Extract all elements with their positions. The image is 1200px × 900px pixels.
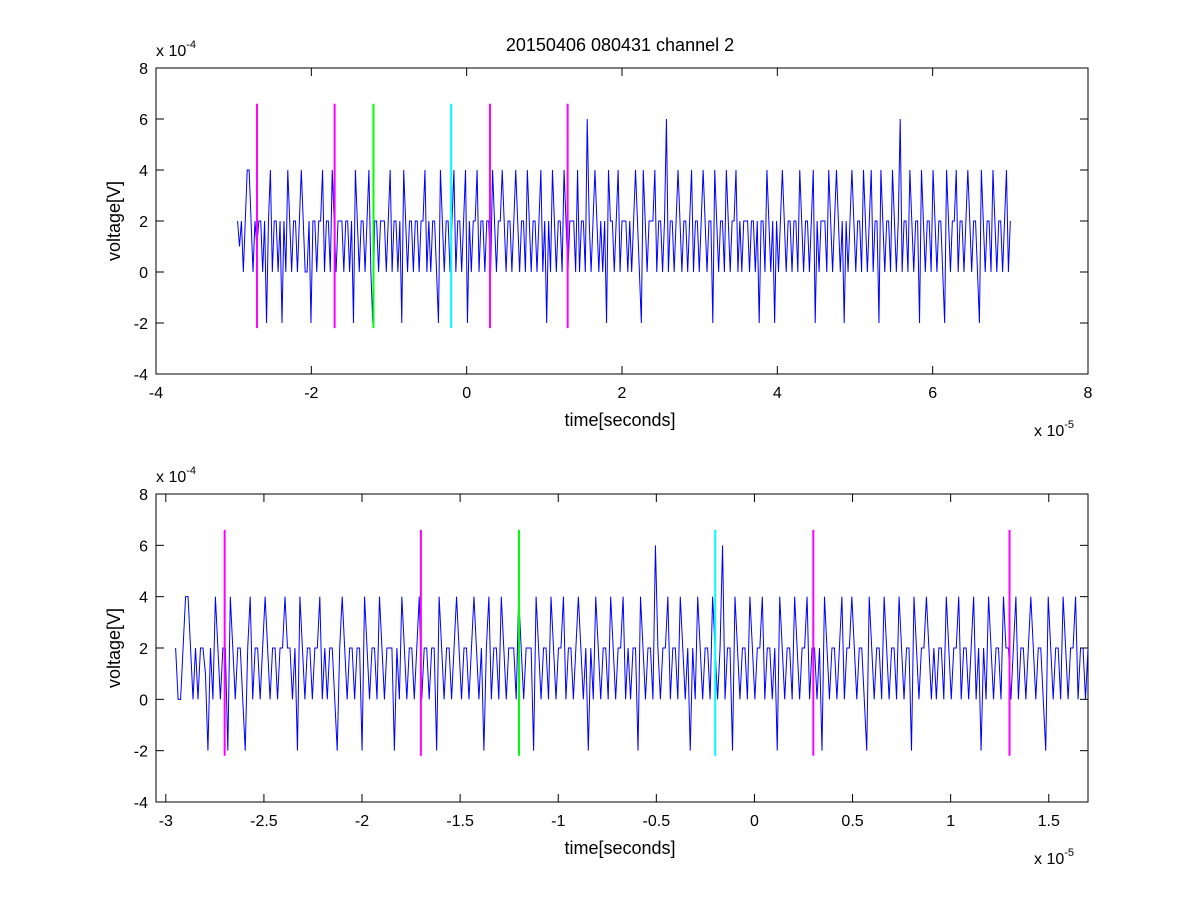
y-tick-label: -2 — [134, 744, 148, 761]
y-tick-label: 6 — [139, 538, 148, 555]
x-tick-label: -2.5 — [250, 813, 278, 830]
y-tick-label: 4 — [139, 163, 148, 180]
x-axis-label: time[seconds] — [564, 410, 675, 430]
bottom-plot: -3 -2.5 -2 -1.5 -1 -0.5 0 0.5 1 1.5 -4 -2 0 2 4 6 8 time[… — [104, 465, 1089, 868]
figure-title: 20150406 080431 channel 2 — [506, 35, 734, 55]
x-tick-label: -2 — [355, 813, 369, 830]
y-exponent-base: x 10 — [156, 469, 186, 486]
y-exponent-power: -4 — [186, 465, 196, 477]
y-tick-label: 0 — [139, 692, 148, 709]
x-exponent-power: -5 — [1064, 419, 1074, 431]
x-tick-label: -3 — [159, 813, 173, 830]
x-exponent-label: x 10-5 — [1034, 419, 1074, 440]
x-tick-label: -4 — [149, 385, 163, 402]
x-tick-label: -0.5 — [643, 813, 671, 830]
y-tick-label: -2 — [134, 316, 148, 333]
top-plot: -4 -2 0 2 4 6 8 -4 -2 0 2 4 6 8 time[seconds] voltage[V… — [104, 39, 1093, 440]
y-tick-label: 2 — [139, 214, 148, 231]
y-exponent-label: x 10-4 — [156, 465, 196, 486]
y-axis-label: voltage[V] — [104, 181, 124, 261]
y-exponent-label: x 10-4 — [156, 39, 196, 60]
x-exponent-base: x 10 — [1034, 851, 1064, 868]
y-exponent-base: x 10 — [156, 43, 186, 60]
x-axis-label: time[seconds] — [564, 838, 675, 858]
x-exponent-label: x 10-5 — [1034, 847, 1074, 868]
y-tick-label: -4 — [134, 367, 148, 384]
x-tick-label: 6 — [928, 385, 937, 402]
y-tick-label: 0 — [139, 265, 148, 282]
x-tick-label: 1.5 — [1038, 813, 1060, 830]
y-axis-label: voltage[V] — [104, 608, 124, 688]
x-tick-label: 4 — [773, 385, 782, 402]
y-tick-label: -4 — [134, 795, 148, 812]
y-tick-label: 4 — [139, 590, 148, 607]
x-tick-label: 2 — [618, 385, 627, 402]
x-tick-label: 0.5 — [841, 813, 863, 830]
x-exponent-power: -5 — [1064, 847, 1074, 859]
x-exponent-base: x 10 — [1034, 423, 1064, 440]
y-exponent-power: -4 — [186, 39, 196, 51]
x-tick-label: -1 — [551, 813, 565, 830]
x-tick-label: -2 — [304, 385, 318, 402]
y-tick-label: 2 — [139, 641, 148, 658]
series-line-0 — [237, 118, 1011, 324]
y-tick-label: 6 — [139, 112, 148, 129]
x-tick-label: 0 — [750, 813, 759, 830]
y-tick-label: 8 — [139, 61, 148, 78]
x-tick-label: 8 — [1084, 385, 1093, 402]
series-line-0 — [175, 545, 1089, 751]
x-tick-label: -1.5 — [446, 813, 474, 830]
x-tick-label: 1 — [946, 813, 955, 830]
y-tick-label: 8 — [139, 487, 148, 504]
x-tick-label: 0 — [462, 385, 471, 402]
